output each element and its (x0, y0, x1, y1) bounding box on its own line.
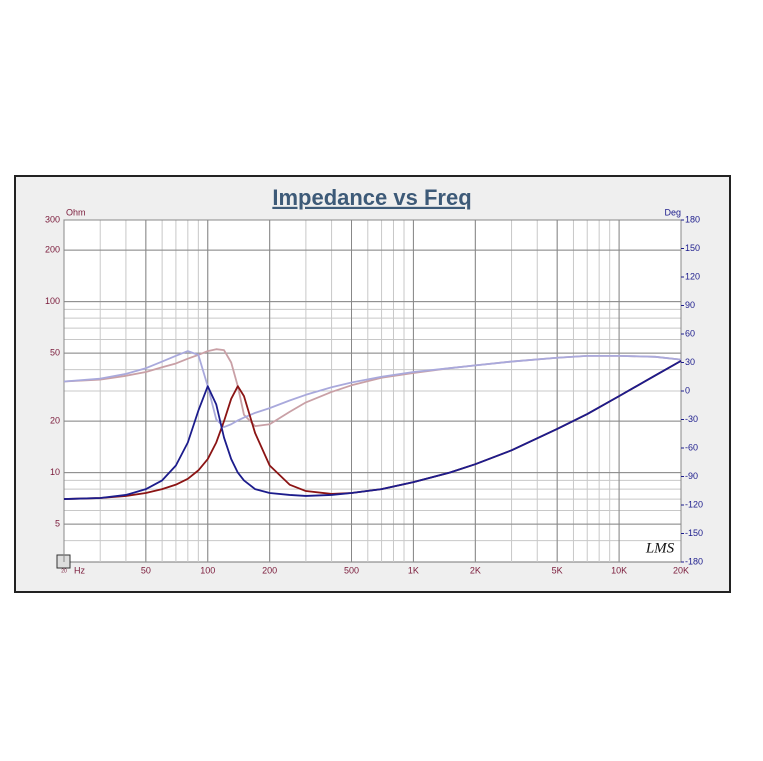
x-tick-label: 10K (611, 565, 627, 575)
y2-tick-label: 30 (685, 357, 695, 367)
y-tick-label: 50 (50, 347, 60, 357)
logo: LMS (645, 540, 675, 556)
y-tick-label: 20 (50, 415, 60, 425)
x-tick-label: 5K (552, 565, 563, 575)
x-tick-label: 200 (262, 565, 277, 575)
y2-tick-label: -30 (685, 414, 698, 424)
y-tick-label: 5 (55, 518, 60, 528)
x-axis-label: Hz (74, 565, 85, 575)
x-tick-label: 20 (61, 568, 67, 574)
impedance-line (63, 360, 682, 500)
chart-title: Impedance vs Freq (272, 185, 471, 210)
x-tick-label: 100 (200, 565, 215, 575)
x-tick-label: 2K (470, 565, 481, 575)
x-tick-label: 20K (673, 565, 689, 575)
y2-tick-label: 0 (685, 385, 690, 395)
y2-tick-label: 180 (685, 214, 700, 224)
y2-tick-label: -60 (685, 442, 698, 452)
y-tick-label: 100 (45, 296, 60, 306)
y2-tick-label: -90 (685, 471, 698, 481)
y2-tick-label: -120 (685, 499, 703, 509)
y-tick-label: 10 (50, 467, 60, 477)
y2-tick-label: 60 (685, 328, 695, 338)
y2-tick-label: 150 (685, 243, 700, 253)
y-tick-label: 200 (45, 244, 60, 254)
y2-tick-label: -150 (685, 528, 703, 538)
x-tick-label: 500 (344, 565, 359, 575)
impedance-line (63, 350, 682, 428)
y2-tick-label: -180 (685, 556, 703, 566)
x-tick-label: 50 (141, 565, 151, 575)
y-axis-label: Ohm (66, 207, 86, 217)
y2-tick-label: 120 (685, 271, 700, 281)
y2-axis-label: Deg (664, 207, 681, 217)
y2-tick-label: 90 (685, 300, 695, 310)
x-tick-label: 1K (408, 565, 419, 575)
y-tick-label: 300 (45, 214, 60, 224)
